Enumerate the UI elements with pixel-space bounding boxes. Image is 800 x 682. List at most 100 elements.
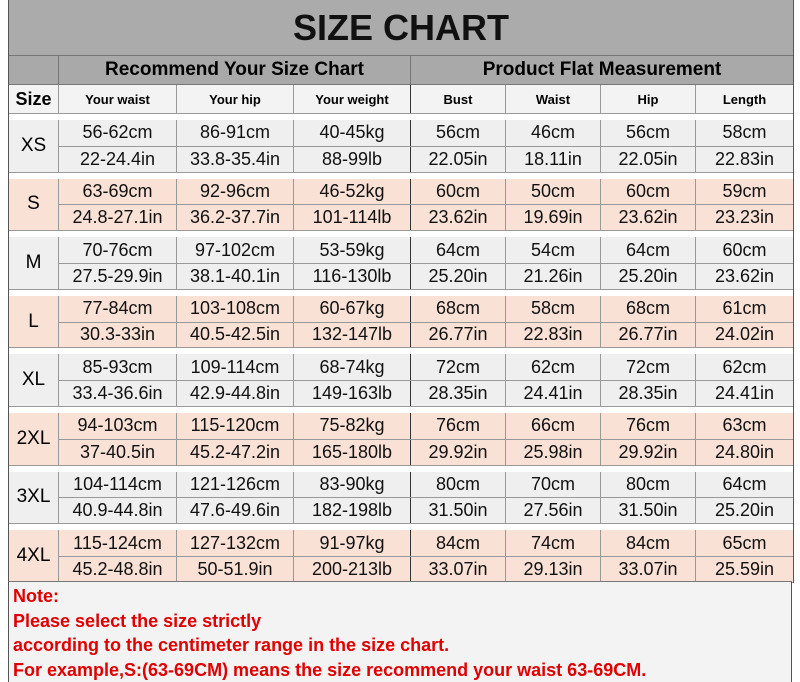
note-label: Note:	[13, 586, 59, 606]
measurement-cell: 76cm	[601, 412, 696, 439]
measurement-cell: 24.80in	[714, 441, 775, 462]
column-header-your-hip: Your hip	[177, 85, 294, 113]
measurement-cell: 80cm	[411, 471, 506, 498]
note-line: For example,S:(63-69CM) means the size r…	[13, 659, 647, 680]
measurement-cell: 27.56in	[506, 498, 601, 524]
size-group-xl: XL 85-93cm 109-114cm 68-74kg 72cm 62cm 72cm 62c…	[9, 348, 793, 407]
column-header-waist: Waist	[506, 85, 601, 113]
measurement-cell: 33.8-35.4in	[177, 146, 294, 172]
size-rows: XS 56-62cm 86-91cm 40-45kg 56cm 46cm 56cm 58cm 2…	[9, 114, 793, 583]
measurement-cell: 40.9-44.8in	[59, 498, 177, 524]
measurement-cell: 132-147lb	[294, 322, 411, 348]
imperial-row: 24.8-27.1in 36.2-37.7in 101-114lb 23.62in 19…	[59, 204, 793, 231]
measurement-cell: 62cm	[722, 356, 767, 377]
measurement-cell: 29.92in	[411, 439, 506, 465]
measurement-cell: 63cm	[722, 415, 767, 436]
measurement-cell: 56cm	[411, 120, 506, 146]
measurement-cell: 83-90kg	[294, 471, 411, 498]
measurement-cell: 80cm	[601, 471, 696, 498]
measurement-cell: 40.5-42.5in	[177, 322, 294, 348]
size-label: L	[9, 295, 59, 348]
measurement-cell: 28.35in	[411, 381, 506, 406]
measurement-cell: 24.8-27.1in	[59, 205, 177, 231]
note-box: Note: Please select the size strictly ac…	[8, 581, 792, 682]
measurement-cell: 33.07in	[411, 556, 506, 582]
column-header-your-waist: Your waist	[59, 85, 177, 113]
measurement-cell: 85-93cm	[59, 354, 177, 381]
measurement-cell: 115-120cm	[177, 412, 294, 439]
note-line: Please select the size strictly	[13, 610, 262, 631]
measurement-cell: 97-102cm	[177, 237, 294, 263]
measurement-cell: 47.6-49.6in	[177, 498, 294, 524]
measurement-cell: 58cm	[506, 295, 601, 322]
measurement-cell: 68cm	[411, 295, 506, 322]
measurement-cell: 63-69cm	[59, 178, 177, 205]
measurement-cell: 37-40.5in	[59, 439, 177, 465]
measurement-cell: 68cm	[601, 295, 696, 322]
metric-row: 77-84cm 103-108cm 60-67kg 68cm 58cm 68cm 61cm	[59, 295, 793, 322]
measurement-cell: 60-67kg	[294, 295, 411, 322]
measurement-cell: 25.98in	[506, 439, 601, 465]
measurement-cell: 75-82kg	[294, 412, 411, 439]
measurement-cell: 127-132cm	[177, 530, 294, 556]
measurement-cell: 59cm	[722, 180, 767, 201]
measurement-cell: 26.77in	[601, 322, 696, 348]
measurement-cell: 56-62cm	[59, 120, 177, 146]
product-section-header: Product Flat Measurement	[411, 56, 793, 84]
measurement-cell: 18.11in	[506, 146, 601, 172]
measurement-cell: 50-51.9in	[177, 556, 294, 582]
measurement-cell: 103-108cm	[177, 295, 294, 322]
imperial-row: 37-40.5in 45.2-47.2in 165-180lb 29.92in 25.9…	[59, 438, 793, 465]
measurement-cell: 56cm	[601, 120, 696, 146]
measurement-cell: 200-213lb	[294, 556, 411, 582]
imperial-row: 33.4-36.6in 42.9-44.8in 149-163lb 28.35in 24…	[59, 380, 793, 406]
column-header-bust: Bust	[411, 85, 506, 113]
measurement-cell: 23.62in	[411, 205, 506, 231]
measurement-cell: 70cm	[506, 471, 601, 498]
measurement-cell: 66cm	[506, 412, 601, 439]
size-label: XL	[9, 354, 59, 406]
column-header-row: Size Your waist Your hip Your weight Bus…	[9, 84, 793, 114]
size-chart-table: SIZE CHART Recommend Your Size Chart Pro…	[8, 0, 794, 583]
measurement-cell: 24.02in	[714, 324, 775, 345]
measurement-cell: 27.5-29.9in	[59, 263, 177, 289]
measurement-cell: 58cm	[722, 122, 767, 143]
measurement-cell: 24.41in	[506, 381, 601, 406]
metric-row: 56-62cm 86-91cm 40-45kg 56cm 46cm 56cm 58cm	[59, 120, 793, 146]
measurement-cell: 94-103cm	[59, 412, 177, 439]
measurement-cell: 70-76cm	[59, 237, 177, 263]
measurement-cell: 22.83in	[714, 148, 775, 169]
measurement-cell: 72cm	[601, 354, 696, 381]
measurement-cell: 182-198lb	[294, 498, 411, 524]
metric-row: 63-69cm 92-96cm 46-52kg 60cm 50cm 60cm 59cm	[59, 178, 793, 205]
measurement-cell: 72cm	[411, 354, 506, 381]
size-label: M	[9, 237, 59, 289]
measurement-cell: 46cm	[506, 120, 601, 146]
size-group-xs: XS 56-62cm 86-91cm 40-45kg 56cm 46cm 56cm 58cm 2…	[9, 114, 793, 173]
size-group-3xl: 3XL 104-114cm 121-126cm 83-90kg 80cm 70cm 80cm…	[9, 465, 793, 525]
measurement-cell: 31.50in	[411, 498, 506, 524]
measurement-cell: 33.4-36.6in	[59, 381, 177, 406]
section-header-row: Recommend Your Size Chart Product Flat M…	[9, 56, 793, 84]
page-title: SIZE CHART	[9, 0, 793, 56]
measurement-cell: 25.20in	[411, 263, 506, 289]
measurement-cell: 29.92in	[601, 439, 696, 465]
measurement-cell: 86-91cm	[177, 120, 294, 146]
measurement-cell: 60cm	[722, 239, 767, 260]
measurement-cell: 19.69in	[506, 205, 601, 231]
measurement-cell: 104-114cm	[59, 471, 177, 498]
measurement-cell: 28.35in	[601, 381, 696, 406]
measurement-cell: 149-163lb	[294, 381, 411, 406]
measurement-cell: 84cm	[601, 530, 696, 556]
measurement-cell: 24.41in	[714, 383, 775, 404]
imperial-row: 22-24.4in 33.8-35.4in 88-99lb 22.05in 18.11i…	[59, 145, 793, 172]
measurement-cell: 53-59kg	[294, 237, 411, 263]
measurement-cell: 92-96cm	[177, 178, 294, 205]
measurement-cell: 68-74kg	[294, 354, 411, 381]
measurement-cell: 46-52kg	[294, 178, 411, 205]
measurement-cell: 62cm	[506, 354, 601, 381]
measurement-cell: 91-97kg	[294, 530, 411, 556]
measurement-cell: 23.62in	[714, 265, 775, 286]
measurement-cell: 50cm	[506, 178, 601, 205]
measurement-cell: 54cm	[506, 237, 601, 263]
